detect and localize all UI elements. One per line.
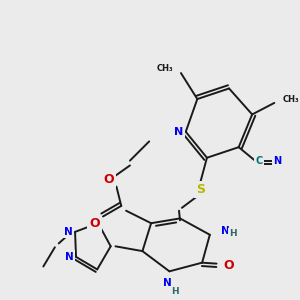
Text: N: N [273, 156, 281, 166]
Text: N: N [163, 278, 172, 288]
Text: H: H [229, 229, 237, 238]
Text: O: O [103, 173, 114, 186]
Text: H: H [171, 287, 179, 296]
Text: C: C [255, 156, 262, 166]
Text: CH₃: CH₃ [157, 64, 173, 73]
Text: N: N [221, 226, 230, 236]
Text: S: S [196, 183, 205, 196]
Text: CH₃: CH₃ [283, 94, 300, 103]
Text: O: O [224, 259, 234, 272]
Text: N: N [64, 227, 73, 237]
Text: N: N [65, 252, 74, 262]
Text: O: O [89, 217, 100, 230]
Text: N: N [174, 127, 184, 137]
